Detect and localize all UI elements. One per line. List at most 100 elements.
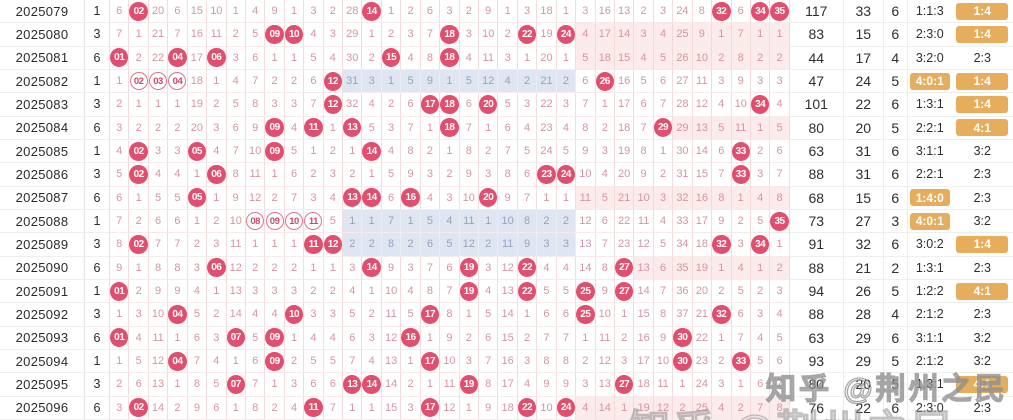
weekday-cell: 6 [85,396,110,420]
miss-count-cell: 7 [323,396,344,420]
miss-count-cell: 4 [284,116,305,140]
miss-count-cell: 7 [226,139,246,164]
ball-cell: 09 [265,116,285,140]
period-cell: 2025088 [0,209,85,234]
zone-ratio-cell: 2:1:2 [907,350,952,374]
drawn-ball: 33 [731,164,750,184]
miss-count-cell: 12 [479,69,499,94]
miss-count-cell: 1 [576,326,596,350]
table-row: 2025091 1 01 2 9 9 4 1 13 3 3 3 2 2 4 1 10 4 8 7 19 4 13 22 5 5 25… [0,279,1013,304]
ball-cell: 02 [129,139,149,164]
ball-cell: 14 [362,0,382,24]
miss-count-cell: 13 [576,233,596,257]
drawn-ball: 30 [673,351,692,371]
miss-count-cell: 12 [440,396,460,420]
miss-count-cell: 8 [420,279,441,304]
ball-cell: 32 [712,233,732,257]
ball-cell: 18 [440,93,460,117]
ball-cell: 09 [265,326,285,350]
drawn-ball: 19 [459,281,479,301]
drawn-ball: 26 [595,71,614,91]
miss-count-cell: 3 [517,93,538,117]
ball-cell: 29 [653,116,674,140]
odd-even-ratio-cell: 3:2 [951,140,1013,164]
drawn-ball: 13 [343,118,362,138]
miss-count-cell: 1 [110,349,130,374]
miss-count-cell: 3 [459,23,480,47]
miss-count-cell: 1 [168,373,188,397]
miss-count-cell: 2 [168,396,188,420]
miss-count-cell: 16 [634,326,654,350]
ac-value-cell: 6 [883,23,908,47]
weekday-cell: 6 [85,186,110,210]
drawn-ball: 10 [284,24,304,44]
ball-cell: 32 [712,303,732,327]
drawn-ball-consecutive: 11 [304,212,323,231]
span-cell: 17 [843,46,884,70]
miss-count-cell: 5 [284,139,305,164]
miss-count-cell: 19 [614,139,635,164]
odd-even-ratio-cell: 1:4 [951,0,1013,24]
miss-count-cell: 4 [362,93,382,117]
miss-count-cell: 3 [770,69,790,94]
miss-count-cell: 2 [731,209,751,234]
period-cell: 2025087 [0,186,85,210]
table-row: 2025085 1 4 02 3 3 05 4 7 10 09 5 1 2 1 14 4 8 2 1 8 2 7 5 24 5 9 3… [0,139,1013,164]
miss-count-cell: 1 [343,209,363,234]
miss-count-cell: 5 [770,326,790,350]
miss-count-cell: 9 [265,0,285,24]
miss-count-cell: 8 [381,233,402,257]
drawn-ball: 17 [420,398,440,418]
miss-count-cell: 8 [712,186,732,210]
ac-value-cell: 2 [883,256,908,280]
miss-count-cell: 3 [770,279,790,304]
ball-cell: 06 [207,163,227,187]
miss-count-cell: 1 [712,256,732,280]
miss-count-cell: 3 [381,116,402,140]
ball-cell: 27 [614,373,635,397]
miss-count-cell: 21 [614,186,635,210]
miss-count-cell: 3 [284,279,305,304]
period-cell: 2025096 [0,396,85,420]
miss-count-cell: 2 [265,69,285,94]
miss-count-cell: 2 [381,93,402,117]
miss-count-cell: 2 [110,93,130,117]
miss-count-cell: 5 [420,209,441,234]
miss-count-cell: 4 [284,396,305,420]
miss-count-cell: 2 [129,116,149,140]
ball-cell: 02 [129,0,149,24]
miss-count-cell: 1 [284,46,305,70]
ball-cell: 25 [576,279,596,304]
span-cell: 27 [843,209,884,234]
miss-count-cell: 29 [673,116,693,140]
table-row: 2025088 1 7 2 6 6 1 2 10 08 09 10 11 5 1 1 7 1 5 4 11 1 10 8 2 2 1… [0,209,1013,234]
miss-count-cell: 8 [770,396,790,420]
drawn-ball: 32 [712,234,731,254]
miss-count-cell: 16 [692,186,713,210]
miss-count-cell: 3 [614,349,635,374]
ball-cell: 22 [517,256,538,280]
miss-count-cell: 1 [517,46,538,70]
miss-count-cell: 3 [401,256,421,280]
miss-count-cell: 3 [712,373,732,397]
ball-cell: 04 [168,303,188,327]
miss-count-cell: 4 [770,93,790,117]
miss-count-cell: 7 [343,349,363,374]
drawn-ball: 12 [323,71,343,91]
zone-ratio-cell: 3:1:1 [907,140,952,164]
miss-count-cell: 20 [692,279,713,304]
miss-count-cell: 3 [712,69,732,94]
miss-count-cell: 9 [110,256,130,280]
miss-count-cell: 2 [440,163,460,187]
miss-count-cell: 2 [517,69,538,94]
miss-count-cell: 11 [226,233,246,257]
drawn-ball: 18 [440,118,459,138]
miss-count-cell: 9 [168,279,188,304]
miss-count-cell: 2 [362,233,382,257]
miss-count-cell: 6 [323,373,344,397]
table-row: 2025082 1 1 02 03 04 18 1 4 7 2 2 6 12 31 3 1 5 9 1 5 12 4 2 21 2… [0,69,1013,94]
zone-ratio-cell: 2:3:0 [907,23,952,47]
miss-count-cell: 19 [537,23,557,47]
miss-count-cell: 1 [168,326,188,350]
ball-cell: 07 [226,326,246,350]
